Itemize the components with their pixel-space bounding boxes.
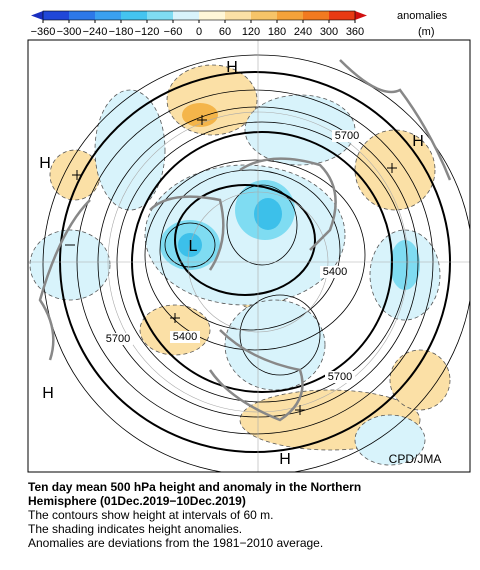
colorbar-tick-label: −60 [164,26,183,38]
high-label: H [412,133,424,150]
colorbar-tick-label: −120 [135,26,160,38]
colorbar-tick-label: −300 [57,26,82,38]
colorbar-segment [69,11,95,20]
colorbar-arrow [355,11,367,20]
credit: CPD/JMA [389,452,442,466]
high-label: H [42,385,54,402]
title-line: Hemisphere (01Dec.2019−10Dec.2019) [28,494,246,508]
contour-label-bg [325,371,355,383]
map-figure: −360 −300 −240 −180 −120 −60 0 60 120 180 240 300 36… [27,10,471,473]
caption-line: The contours show height at intervals of… [28,508,274,522]
colorbar-tick-label: 60 [219,26,231,38]
colorbar-segment [43,11,69,20]
colorbar-tick-label: 180 [268,26,286,38]
colorbar-tick-label: −360 [31,26,56,38]
contour-label-bg [103,333,133,345]
colorbar-arrow [31,11,43,20]
colorbar-segment [251,11,277,20]
title-line: Ten day mean 500 hPa height and anomaly … [28,480,362,494]
caption-body: The contours show height at intervals of… [28,508,323,550]
contour-label: 5400 [173,331,197,343]
colorbar-tick-label: 120 [242,26,260,38]
contour-label-bg [170,331,200,343]
high-label: H [226,59,238,76]
colorbar-segment [303,11,329,20]
colorbar-segment [173,11,199,20]
contour-label: 5700 [335,130,359,142]
colorbar-tick-label: 300 [320,26,338,38]
colorbar-tick-label: 0 [196,26,202,38]
unit-label: anomalies [397,10,448,22]
colorbar-segment [277,11,303,20]
caption-line: Anomalies are deviations from the 1981−2… [28,536,324,550]
colorbar-segment [225,11,251,20]
colorbar-segment [199,11,225,20]
colorbar-segment [329,11,355,20]
map-frame [27,39,471,473]
caption-line: The shading indicates height anomalies. [28,522,243,536]
low-label: L [189,238,198,255]
colorbar-segment [147,11,173,20]
contour-label: 5400 [323,266,347,278]
contour-label: 5700 [328,371,352,383]
map: H H H H H L 5700 5700 5700 5400 5400 CPD/JMA [28,40,470,472]
contour-label-bg [332,130,362,142]
colorbar-tick-label: 240 [294,26,312,38]
colorbar-tick-label: 360 [346,26,364,38]
contour-label-bg [320,266,350,278]
colorbar-tick-label: −180 [109,26,134,38]
high-label: H [39,155,51,172]
caption-title: Ten day mean 500 hPa height and anomaly … [28,480,361,508]
high-label: H [279,451,291,468]
colorbar: −360 −300 −240 −180 −120 −60 0 60 120 180 240 300 36… [31,10,367,38]
colorbar-tick-label: −240 [83,26,108,38]
contour-label: 5700 [106,333,130,345]
colorbar-segment [95,11,121,20]
colorbar-segment [121,11,147,20]
unit: (m) [418,26,435,38]
